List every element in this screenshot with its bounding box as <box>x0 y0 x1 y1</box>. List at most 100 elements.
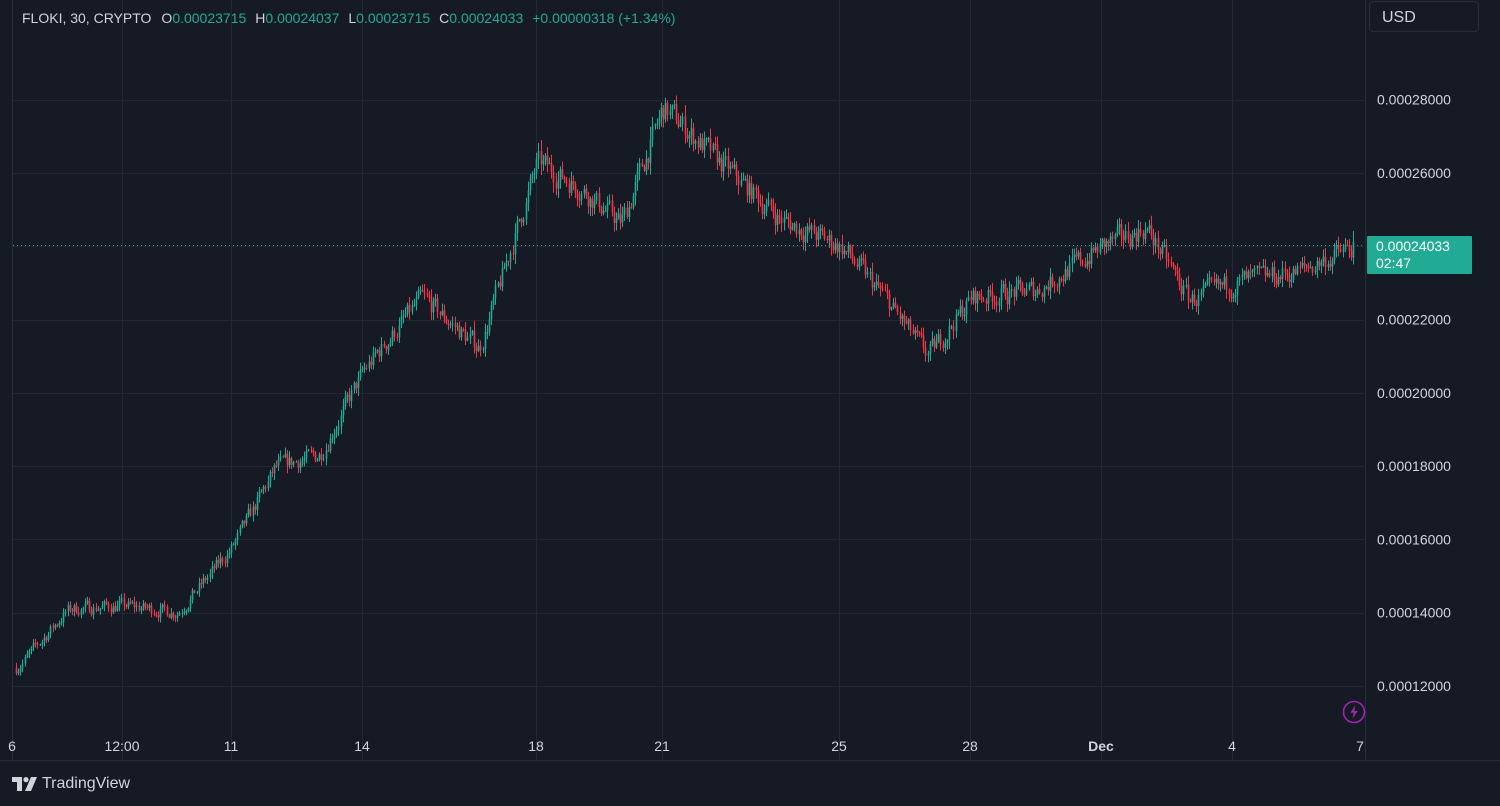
candle-up <box>466 337 469 341</box>
candle-up <box>28 651 31 654</box>
candle-down <box>520 218 523 223</box>
candle-up <box>26 653 29 657</box>
candle-down <box>800 229 803 236</box>
candle-up <box>1008 291 1011 305</box>
candle-up <box>1058 278 1061 287</box>
candle-up <box>1335 245 1338 250</box>
candle-down <box>735 164 738 176</box>
candle-down <box>439 312 442 315</box>
candle-up <box>206 577 209 581</box>
candle-up <box>1234 294 1237 298</box>
candle-down <box>1178 273 1181 286</box>
candle-down <box>473 330 476 348</box>
candle-up <box>84 603 87 608</box>
candle-down <box>1066 269 1069 277</box>
candle-down <box>550 163 553 173</box>
open-value: 0.00023715 <box>172 10 247 26</box>
candle-down <box>163 604 166 607</box>
candle-down <box>613 211 616 223</box>
candle-down <box>1284 268 1287 273</box>
open-key: O <box>161 10 173 26</box>
candle-up <box>30 647 33 652</box>
candle-up <box>17 671 20 673</box>
candle-down <box>56 625 59 627</box>
candle-up <box>1238 277 1241 281</box>
bar-countdown: 02:47 <box>1376 255 1412 271</box>
x-tick-label: Dec <box>1088 738 1114 754</box>
candle-down <box>598 193 601 208</box>
candle-up <box>866 272 869 275</box>
candle-up <box>1185 284 1188 286</box>
candle-down <box>881 289 884 291</box>
candle-up <box>733 164 736 168</box>
candle-up <box>501 268 504 287</box>
candle-down <box>1096 247 1099 253</box>
time-scale[interactable]: 6 12:00 11 14 18 21 25 28 Dec 4 7 <box>8 738 1364 754</box>
candle-up <box>1146 228 1149 231</box>
candle-up <box>828 234 831 241</box>
candle-down <box>552 172 555 183</box>
tradingview-logo[interactable]: TradingView <box>12 773 130 795</box>
candle-down <box>310 449 313 451</box>
candle-down <box>787 216 790 220</box>
candle-up <box>1017 279 1020 286</box>
candle-down <box>737 175 740 186</box>
candle-up <box>1277 276 1280 285</box>
candle-up <box>623 207 626 215</box>
lightning-bolt-icon[interactable] <box>1342 700 1366 724</box>
candle-up <box>1002 283 1005 289</box>
candle-up <box>353 382 356 391</box>
candle-up <box>376 350 379 352</box>
candle-down <box>1299 266 1302 268</box>
candle-up <box>1086 260 1089 267</box>
candle-up <box>858 258 861 268</box>
symbol-title[interactable]: FLOKI, 30, CRYPTO <box>22 10 152 26</box>
candle-up <box>196 591 199 593</box>
candle-down <box>512 253 515 255</box>
candle-down <box>157 615 160 618</box>
last-price-label: 0.00024033 02:47 <box>1367 236 1472 274</box>
candle-up <box>189 599 192 609</box>
candle-down <box>1275 279 1278 285</box>
candle-up <box>1290 279 1293 282</box>
candle-down <box>1075 254 1078 257</box>
candle-up <box>1241 274 1244 278</box>
candle-up <box>955 314 958 332</box>
candle-up <box>957 312 960 315</box>
candle-down <box>903 315 906 323</box>
high-value: 0.00024037 <box>265 10 340 26</box>
candle-up <box>99 608 102 611</box>
candle-down <box>1324 256 1327 268</box>
candle-down <box>574 184 577 193</box>
candle-down <box>1213 279 1216 283</box>
candle-up <box>484 331 487 349</box>
currency-selector[interactable]: USD <box>1369 1 1479 32</box>
candle-up <box>64 611 67 614</box>
candle-down <box>1174 266 1177 271</box>
candle-up <box>58 623 61 626</box>
candle-up <box>1215 278 1218 283</box>
candle-up <box>148 605 151 608</box>
candle-up <box>277 459 280 466</box>
candle-up <box>262 486 265 491</box>
candle-up <box>722 159 725 172</box>
candle-up <box>441 310 444 315</box>
candle-down <box>630 207 633 209</box>
candle-up <box>533 173 536 176</box>
candle-down <box>619 213 622 223</box>
candle-down <box>641 162 644 167</box>
price-scale[interactable]: 0.00012000 0.00014000 0.00016000 0.00018000… <box>1377 92 1451 694</box>
candle-up <box>411 305 414 312</box>
candle-down <box>974 290 977 304</box>
candle-up <box>236 532 239 541</box>
candle-down <box>423 291 426 294</box>
candle-up <box>838 243 841 253</box>
candle-up <box>785 216 788 219</box>
candle-down <box>918 332 921 334</box>
candle-down <box>1152 234 1155 246</box>
candle-up <box>783 218 786 224</box>
candle-down <box>153 613 156 615</box>
candle-down <box>709 137 712 151</box>
candle-down <box>851 253 854 260</box>
